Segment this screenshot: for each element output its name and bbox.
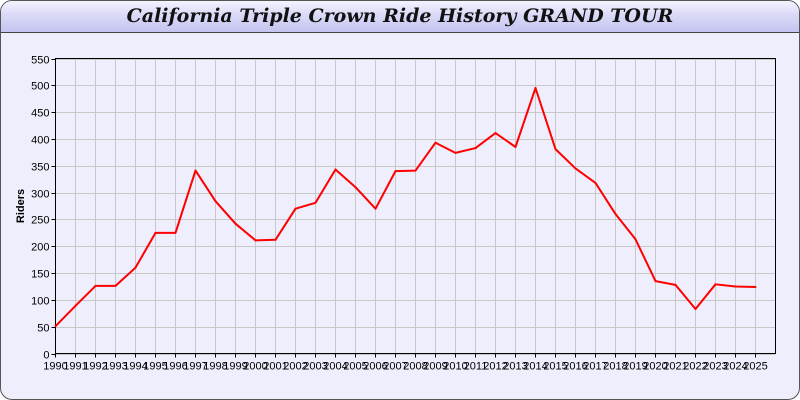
y-tick-label: 350: [31, 162, 49, 174]
data-point: [394, 170, 397, 173]
x-tick-label: 2007: [383, 361, 407, 373]
x-tick-label: 1996: [163, 361, 187, 373]
data-point: [574, 167, 577, 170]
x-tick-label: 2005: [343, 361, 367, 373]
x-tick-label: 2000: [243, 361, 267, 373]
y-tick-label: 200: [31, 242, 49, 254]
y-tick-label: 550: [31, 55, 49, 67]
x-tick-label: 1991: [63, 361, 87, 373]
series: [54, 87, 757, 328]
x-tick-label: 2015: [543, 361, 567, 373]
data-point: [594, 181, 597, 184]
series-line: [54, 87, 756, 327]
data-point: [174, 231, 177, 234]
data-point: [114, 284, 117, 287]
data-point: [134, 266, 137, 269]
data-point: [214, 200, 217, 203]
y-tick-label: 450: [31, 108, 49, 120]
data-point: [634, 238, 637, 241]
x-tick-label: 2003: [303, 361, 327, 373]
x-tick-label: 2012: [483, 361, 507, 373]
x-tick-label: 2016: [563, 361, 587, 373]
data-point: [454, 151, 457, 154]
x-tick-label: 2008: [403, 361, 427, 373]
data-point: [414, 169, 417, 172]
x-tick-label: 1990: [43, 361, 67, 373]
x-tick-label: 1997: [183, 361, 207, 373]
x-tick-label: 2025: [743, 361, 767, 373]
x-tick-label: 1995: [143, 361, 167, 373]
data-point: [494, 132, 497, 135]
data-point: [154, 231, 157, 234]
x-tick-label: 1993: [103, 361, 127, 373]
data-point: [514, 146, 517, 148]
y-axis-label: Riders: [15, 189, 27, 223]
y-tick-label: 0: [43, 350, 49, 362]
x-tick-label: 2020: [643, 361, 667, 373]
data-point: [754, 285, 757, 288]
data-point: [374, 207, 377, 210]
x-tick-label: 2013: [503, 361, 527, 373]
x-tick-label: 2002: [283, 361, 307, 373]
y-tick-label: 150: [31, 269, 49, 281]
x-tick-label: 2024: [723, 361, 747, 373]
y-tick-label: 400: [31, 135, 49, 147]
x-tick-label: 1992: [83, 361, 107, 373]
title-bar: California Triple Crown Ride History GRA…: [1, 1, 799, 33]
x-tick-label: 2004: [323, 361, 347, 373]
data-point: [254, 239, 257, 242]
x-tick-label: 2019: [623, 361, 647, 373]
data-point: [354, 186, 357, 189]
data-point: [714, 283, 717, 286]
data-point: [274, 238, 277, 241]
x-tick-label: 2022: [683, 361, 707, 373]
x-tick-label: 2010: [443, 361, 467, 373]
y-tick-label: 100: [31, 296, 49, 308]
data-point: [734, 285, 737, 288]
data-point: [434, 141, 437, 144]
x-tick-label: 2009: [423, 361, 447, 373]
x-tick-label: 2011: [464, 361, 488, 373]
data-point: [474, 147, 477, 150]
x-tick-label: 2023: [703, 361, 727, 373]
data-point: [194, 169, 197, 172]
y-tick-label: 500: [31, 81, 49, 93]
data-point: [654, 280, 657, 283]
data-point: [234, 222, 237, 225]
data-point: [314, 201, 317, 204]
x-tick-label: 2014: [523, 361, 547, 373]
x-tick-label: 2001: [263, 361, 287, 373]
x-tick-label: 1994: [123, 361, 147, 373]
y-tick-label: 250: [31, 215, 49, 227]
x-tick-label: 2021: [663, 361, 687, 373]
data-point: [94, 284, 97, 287]
chart-title: California Triple Crown Ride History GRA…: [126, 5, 674, 27]
data-point: [54, 325, 57, 328]
x-tick-label: 2018: [603, 361, 627, 373]
data-point: [294, 207, 297, 210]
x-axis: 1990199119921993199419951996199719981999…: [43, 353, 768, 373]
y-tick-label: 300: [31, 189, 49, 201]
data-point: [614, 213, 617, 216]
data-point: [694, 307, 697, 310]
data-point: [74, 304, 77, 307]
x-tick-label: 2017: [583, 361, 607, 373]
data-point: [674, 283, 677, 286]
y-tick-label: 50: [37, 323, 49, 335]
x-tick-label: 2006: [363, 361, 387, 373]
data-point: [334, 168, 337, 171]
x-tick-label: 1998: [203, 361, 227, 373]
x-tick-label: 1999: [223, 361, 247, 373]
data-point: [554, 148, 557, 151]
grid: [55, 58, 776, 355]
data-point: [534, 87, 537, 89]
y-axis: 0 50 100 150 200 250 300 350 400 450 500 550: [31, 55, 56, 362]
